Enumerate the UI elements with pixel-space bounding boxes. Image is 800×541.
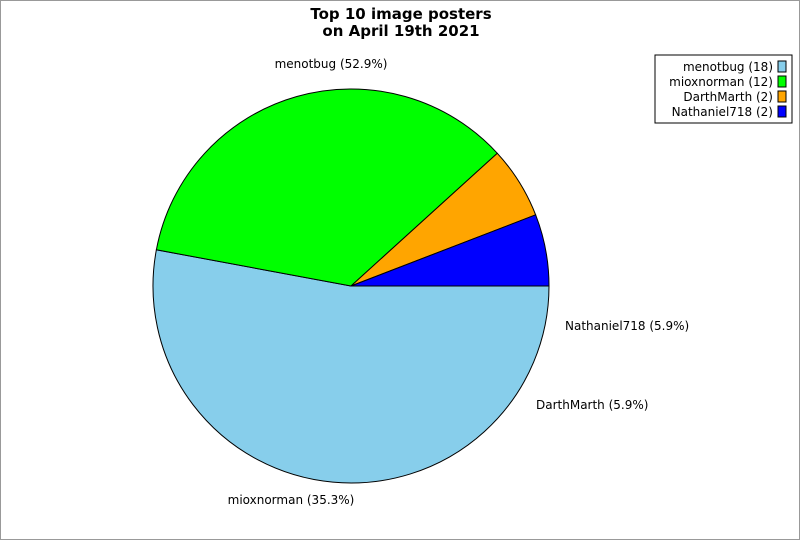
pie-slice-mioxnorman [155, 88, 499, 287]
legend-swatch-mioxnorman [777, 75, 787, 88]
legend-label-nathaniel718: Nathaniel718 (2) [672, 105, 773, 119]
legend-box [654, 54, 793, 124]
legend-label-mioxnorman: mioxnorman (12) [669, 75, 773, 89]
pie-slices [152, 88, 550, 484]
slice-label-mioxnorman: mioxnorman (35.3%) [228, 493, 355, 507]
legend-swatch-nathaniel718 [777, 105, 787, 118]
slice-label-menotbug: menotbug (52.9%) [275, 57, 388, 71]
legend-label-menotbug: menotbug (18) [683, 60, 773, 74]
slice-label-darthmarth: DarthMarth (5.9%) [536, 398, 648, 412]
legend: menotbug (18)mioxnorman (12)DarthMarth (… [654, 54, 793, 124]
legend-swatch-darthmarth [777, 90, 787, 103]
legend-label-darthmarth: DarthMarth (2) [683, 90, 773, 104]
pie-slice-nathaniel718 [350, 214, 550, 287]
chart-title-line-2: on April 19th 2021 [322, 22, 479, 40]
legend-swatch-menotbug [777, 60, 787, 73]
chart-title-line-1: Top 10 image posters [310, 5, 491, 23]
slice-labels: menotbug (52.9%) mioxnorman (35.3%) DarthM… [228, 57, 690, 507]
pie-slice-menotbug [152, 249, 550, 484]
slice-label-nathaniel718: Nathaniel718 (5.9%) [565, 319, 689, 333]
